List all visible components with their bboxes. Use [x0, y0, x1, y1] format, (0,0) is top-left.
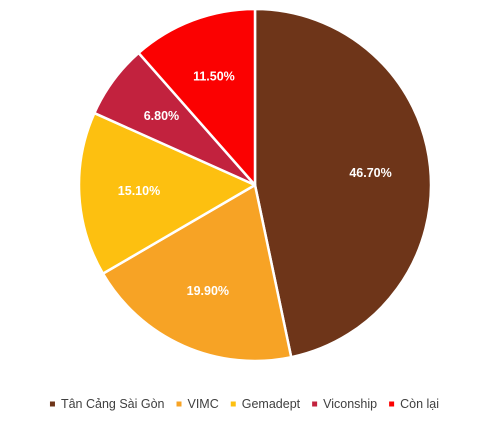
data-label-vimc: 19.90%: [187, 284, 229, 298]
legend-swatch-tan-cang-sai-gon: [49, 401, 55, 407]
legend-label-gemadept: Gemadept: [242, 397, 301, 411]
pie-slice-tan-cang-sai-gon: [253, 7, 433, 359]
legend-swatch-gemadept: [230, 401, 236, 407]
data-label-tan-cang-sai-gon: 46.70%: [349, 166, 391, 180]
legend-swatch-vimc: [176, 401, 182, 407]
data-label-con-lai: 11.50%: [193, 69, 235, 83]
legend-swatch-con-lai: [389, 401, 395, 407]
pie-slice-vimc: [101, 183, 293, 363]
legend-swatch-viconship: [312, 401, 318, 407]
legend-item-gemadept: Gemadept: [230, 397, 301, 411]
legend-label-viconship: Viconship: [323, 397, 377, 411]
legend-item-tan-cang-sai-gon: Tân Cảng Sài Gòn: [49, 397, 165, 411]
pie-slices: [77, 7, 433, 363]
legend-item-viconship: Viconship: [312, 397, 377, 411]
legend-item-con-lai: Còn lại: [389, 397, 439, 411]
pie-data-labels: 46.70% 19.90% 15.10% 6.80% 11.50%: [118, 69, 392, 298]
data-label-gemadept: 15.10%: [118, 184, 160, 198]
legend-label-con-lai: Còn lại: [400, 397, 439, 411]
pie-slice-con-lai: [137, 7, 257, 187]
legend-label-vimc: VIMC: [188, 397, 219, 411]
data-label-viconship: 6.80%: [144, 109, 179, 123]
pie-slice-gemadept: [77, 111, 257, 275]
legend: Tân Cảng Sài Gòn VIMC Gemadept Viconship Còn…: [49, 397, 439, 411]
legend-item-vimc: VIMC: [176, 397, 219, 411]
legend-label-tan-cang-sai-gon: Tân Cảng Sài Gòn: [61, 397, 165, 411]
